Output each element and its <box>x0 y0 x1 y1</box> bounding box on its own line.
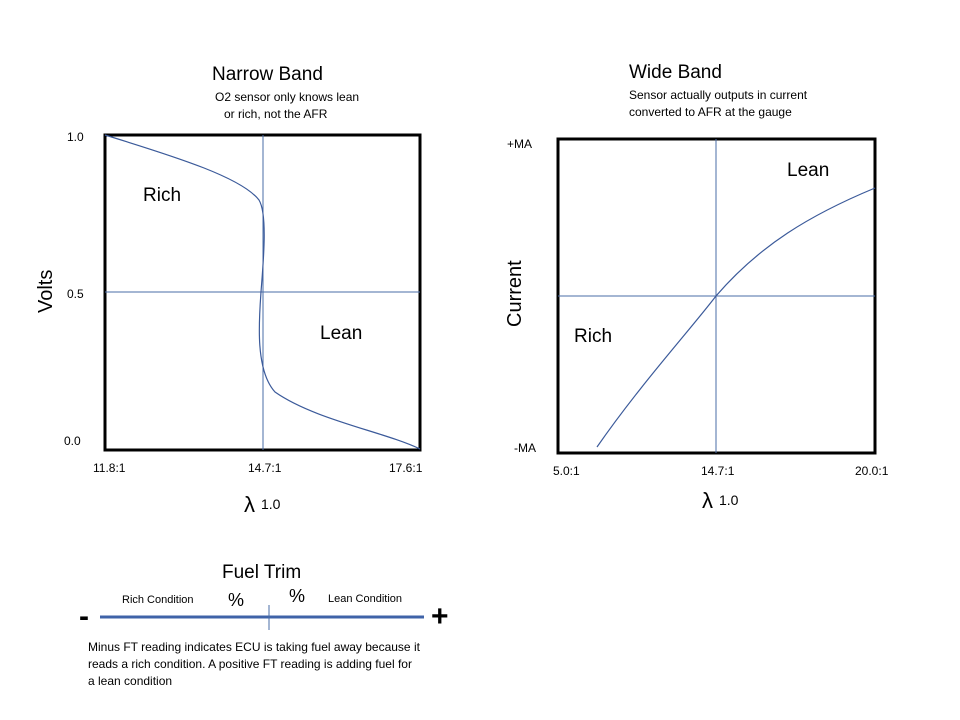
narrow-y-tick-1: 1.0 <box>67 130 84 144</box>
narrow-y-axis-label: Volts <box>35 270 57 313</box>
narrow-y-tick-0: 0.0 <box>64 434 81 448</box>
narrow-lambda-value: 1.0 <box>261 496 281 512</box>
wide-x-tick-rich: 5.0:1 <box>553 464 580 478</box>
wide-y-axis-label: Current <box>504 260 526 327</box>
narrow-x-tick-lean: 17.6:1 <box>389 461 423 475</box>
narrow-lean-label: Lean <box>320 323 362 344</box>
fuel-trim-percent-left: % <box>228 590 244 610</box>
wide-x-tick-stoich: 14.7:1 <box>701 464 735 478</box>
fuel-trim-description-line3: a lean condition <box>88 674 172 688</box>
fuel-trim-percent-right: % <box>289 586 305 606</box>
fuel-trim-plus-sign: + <box>431 600 449 633</box>
fuel-trim-description-line2: reads a rich condition. A positive FT re… <box>88 657 412 671</box>
wide-band-sensor-curve <box>596 187 876 448</box>
fuel-trim-description-line1: Minus FT reading indicates ECU is taking… <box>88 640 421 654</box>
fuel-trim-rich-label: Rich Condition <box>122 594 194 606</box>
wide-rich-label: Rich <box>574 326 612 347</box>
wide-y-tick-minus: -MA <box>514 441 536 455</box>
fuel-trim-lean-label: Lean Condition <box>328 593 402 605</box>
narrow-x-tick-stoich: 14.7:1 <box>248 461 282 475</box>
wide-band-note-line2: converted to AFR at the gauge <box>629 105 792 119</box>
wide-band-title: Wide Band <box>629 62 722 83</box>
wide-y-tick-plus: +MA <box>507 137 532 151</box>
fuel-trim-title: Fuel Trim <box>222 562 301 583</box>
wide-band-chart: Wide Band Sensor actually outputs in cur… <box>504 62 889 513</box>
narrow-x-tick-rich: 11.8:1 <box>93 461 126 475</box>
narrow-band-chart: Narrow Band O2 sensor only knows lean or… <box>35 64 423 517</box>
narrow-band-sensor-curve <box>104 134 421 450</box>
wide-x-tick-lean: 20.0:1 <box>855 464 889 478</box>
fuel-trim-minus-sign: - <box>79 600 89 633</box>
narrow-lambda-symbol: λ <box>244 492 255 517</box>
wide-lambda-symbol: λ <box>702 488 713 513</box>
narrow-band-title: Narrow Band <box>212 64 323 85</box>
narrow-band-note-line1: O2 sensor only knows lean <box>215 90 359 104</box>
narrow-y-tick-05: 0.5 <box>67 287 84 301</box>
fuel-trim-diagram: Fuel Trim Rich Condition Lean Condition … <box>79 562 449 688</box>
wide-band-note-line1: Sensor actually outputs in current <box>629 88 808 102</box>
wide-lean-label: Lean <box>787 160 829 181</box>
wide-lambda-value: 1.0 <box>719 492 739 508</box>
narrow-rich-label: Rich <box>143 185 181 206</box>
narrow-band-note-line2: or rich, not the AFR <box>224 107 328 121</box>
